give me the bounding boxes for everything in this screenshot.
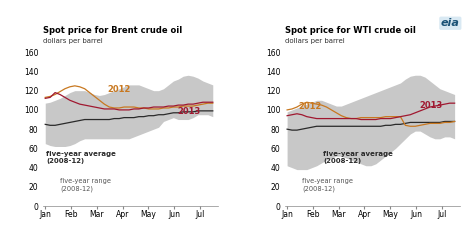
Text: Spot price for Brent crude oil: Spot price for Brent crude oil [43,26,182,35]
Text: five-year average
(2008-12): five-year average (2008-12) [46,151,116,164]
Text: 2013: 2013 [419,100,443,109]
Text: eia: eia [441,18,460,28]
Text: five-year range
(2008-12): five-year range (2008-12) [302,178,353,192]
Text: dollars per barrel: dollars per barrel [43,38,102,45]
Text: five-year range
(2008-12): five-year range (2008-12) [60,178,111,192]
Text: dollars per barrel: dollars per barrel [284,38,344,45]
Text: 2013: 2013 [178,107,201,116]
Text: 2012: 2012 [108,85,131,94]
Text: Spot price for WTI crude oil: Spot price for WTI crude oil [284,26,415,35]
Text: five-year average
(2008-12): five-year average (2008-12) [323,151,393,164]
Text: 2012: 2012 [299,102,322,111]
